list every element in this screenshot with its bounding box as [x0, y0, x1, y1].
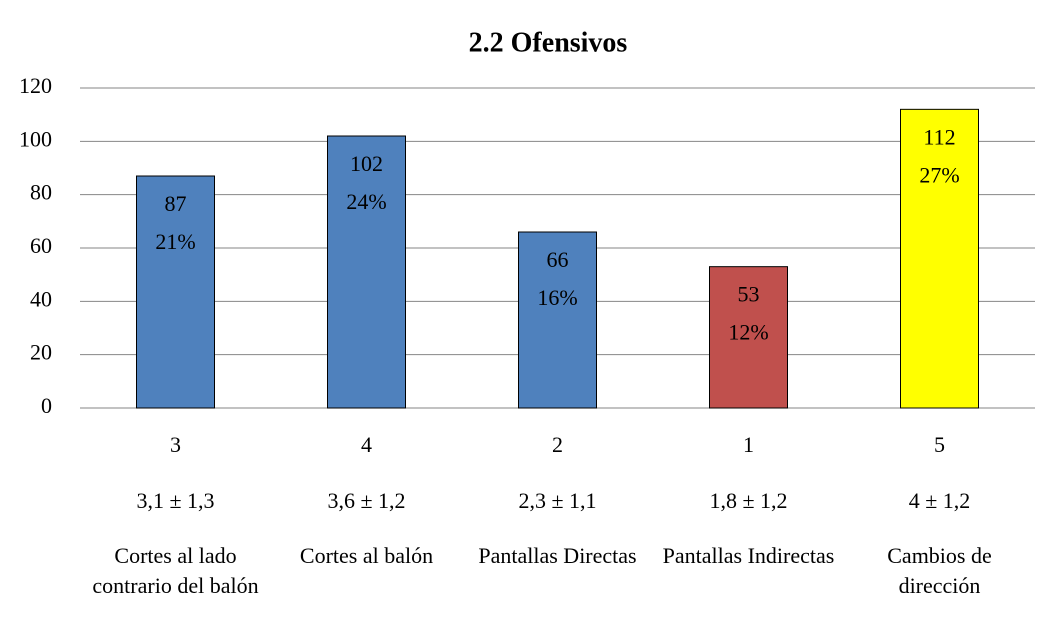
stats-label: 3,1 ± 1,3	[136, 488, 214, 513]
x-tick-label: Cortes al balón	[299, 543, 434, 568]
y-tick-label: 20	[30, 340, 52, 365]
stats-label: 1,8 ± 1,2	[709, 488, 787, 513]
percent-label: 16%	[537, 285, 577, 310]
x-tick-label: Pantallas Directas	[478, 543, 637, 568]
stats-label: 2,3 ± 1,1	[518, 488, 596, 513]
y-tick-label: 40	[30, 286, 52, 311]
x-tick-label: Cortes al lado contrario del balón	[92, 543, 259, 598]
stats-label: 4 ± 1,2	[909, 488, 971, 513]
chart-title: 2.2 Ofensivos	[469, 27, 628, 58]
bar	[518, 231, 597, 409]
value-label: 66	[547, 247, 569, 272]
value-label: 87	[165, 191, 187, 216]
percent-label: 27%	[919, 162, 959, 187]
y-tick-label: 80	[30, 180, 52, 205]
rank-label: 2	[552, 432, 563, 457]
y-tick-label: 0	[41, 393, 52, 418]
value-label: 102	[350, 151, 383, 176]
bar	[709, 266, 788, 409]
value-label: 112	[923, 124, 955, 149]
y-tick-label: 60	[30, 233, 52, 258]
percent-label: 24%	[346, 189, 386, 214]
rank-label: 3	[170, 432, 181, 457]
rank-label: 4	[361, 432, 372, 457]
y-tick-label: 100	[19, 126, 52, 151]
y-tick-label: 120	[19, 73, 52, 98]
rank-label: 5	[934, 432, 945, 457]
x-tick-label: Pantallas Indirectas	[662, 543, 835, 568]
value-label: 53	[738, 282, 760, 307]
x-tick-label: Cambios de dirección	[887, 543, 992, 598]
percent-label: 12%	[728, 320, 768, 345]
bar	[327, 135, 406, 409]
stats-label: 3,6 ± 1,2	[327, 488, 405, 513]
rank-label: 1	[743, 432, 754, 457]
bar	[136, 175, 215, 409]
bar	[900, 108, 979, 409]
percent-label: 21%	[155, 229, 195, 254]
